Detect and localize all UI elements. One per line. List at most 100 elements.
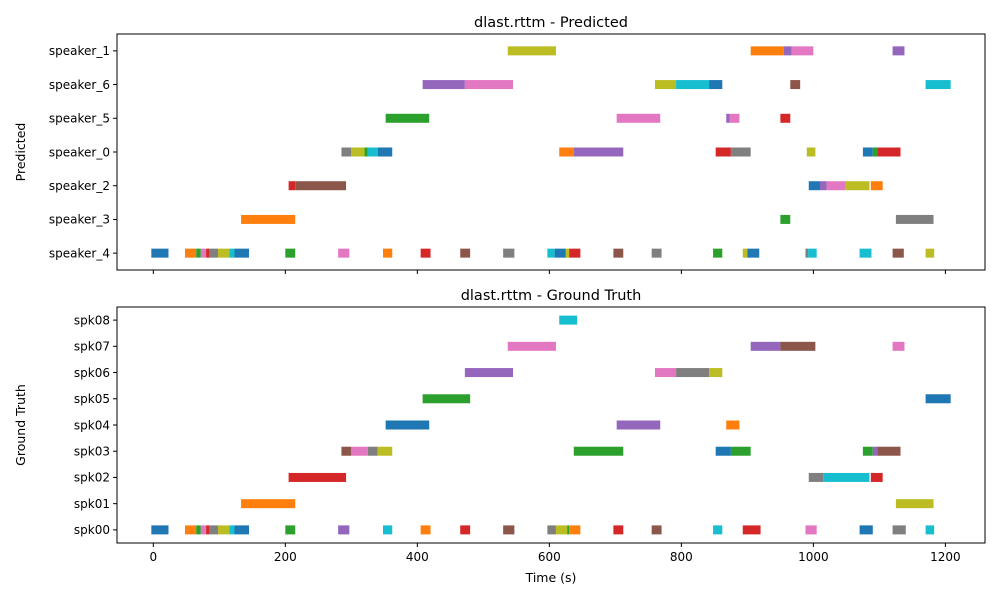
segment-bar <box>859 248 872 258</box>
segment-bar <box>464 368 514 378</box>
segment-bar <box>676 80 710 90</box>
y-tick-label: speaker_5 <box>49 112 110 126</box>
segment-bar <box>507 341 556 351</box>
segment-bar <box>420 525 431 535</box>
segment-bar <box>503 248 515 258</box>
segment-bar <box>229 248 235 258</box>
segment-bar <box>503 525 515 535</box>
segment-bar <box>616 113 661 123</box>
segment-bar <box>569 248 581 258</box>
segment-bar <box>196 525 201 535</box>
segment-bar <box>377 147 393 157</box>
chart-title: dlast.rttm - Ground Truth <box>461 288 642 304</box>
y-tick-label: speaker_1 <box>49 44 110 58</box>
segment-bar <box>654 80 677 90</box>
segment-bar <box>859 525 873 535</box>
y-tick-label: spk02 <box>74 471 110 485</box>
segment-bar <box>569 525 581 535</box>
y-tick-label: spk00 <box>74 523 110 537</box>
predicted-panel: speaker_1 speaker_6 speaker_5 speaker_0spea… <box>13 15 986 274</box>
segment-bar <box>573 446 624 456</box>
segment-bar <box>184 248 197 258</box>
segment-bar <box>234 525 250 535</box>
segment-bar <box>383 248 393 258</box>
y-tick-label: speaker_4 <box>49 246 110 260</box>
segment-bar <box>241 499 296 509</box>
segment-bar <box>547 248 555 258</box>
segment-bar <box>616 420 661 430</box>
segment-bar <box>709 368 723 378</box>
segment-bar <box>808 248 817 258</box>
segment-bar <box>783 46 792 56</box>
chart-title: dlast.rttm - Predicted <box>474 15 628 31</box>
segment-bar <box>613 525 624 535</box>
x-tick-label: 600 <box>538 550 561 564</box>
segment-bar <box>925 80 951 90</box>
segment-bar <box>196 248 201 258</box>
segment-bar <box>241 214 296 224</box>
segment-bar <box>805 248 809 258</box>
segment-bar <box>925 248 935 258</box>
segment-bar <box>295 181 347 191</box>
segment-bar <box>870 181 883 191</box>
segment-bar <box>654 368 677 378</box>
y-axis-title: Predicted <box>13 123 28 182</box>
y-tick-label: speaker_0 <box>49 145 110 159</box>
segment-bar <box>715 147 731 157</box>
segment-bar <box>206 525 210 535</box>
x-tick-label: 400 <box>406 550 429 564</box>
segment-bar <box>420 248 431 258</box>
segment-bar <box>877 446 901 456</box>
segment-bar <box>377 446 393 456</box>
segment-bar <box>808 181 820 191</box>
y-tick-label: speaker_3 <box>49 213 110 227</box>
segment-bar <box>367 147 378 157</box>
segment-bar <box>217 248 230 258</box>
segment-bar <box>383 525 393 535</box>
segment-bar <box>805 525 817 535</box>
segment-bar <box>750 341 781 351</box>
segment-bar <box>464 80 514 90</box>
segment-bar <box>573 147 624 157</box>
ground-truth-panel: spk08 spk07 spk06 spk05 spk04 spk03 spk02 spk01… <box>13 288 986 585</box>
segment-bar <box>925 525 935 535</box>
segment-bar <box>895 499 934 509</box>
segment-bar <box>234 248 250 258</box>
segment-bar <box>288 181 296 191</box>
segment-bar <box>555 525 568 535</box>
segment-bar <box>895 214 934 224</box>
segment-bar <box>892 341 905 351</box>
segment-bar <box>184 525 197 535</box>
segment-bar <box>351 147 365 157</box>
x-tick-label: 200 <box>274 550 297 564</box>
segment-bar <box>823 472 870 482</box>
segment-bar <box>288 472 347 482</box>
segment-bar <box>285 248 296 258</box>
segment-bar <box>925 394 951 404</box>
segment-bar <box>806 147 816 157</box>
segment-bar <box>217 525 230 535</box>
segment-bar <box>422 394 471 404</box>
segment-bar <box>341 147 352 157</box>
y-tick-label: spk01 <box>74 497 110 511</box>
x-tick-label: 800 <box>670 550 693 564</box>
y-tick-label: speaker_2 <box>49 179 110 193</box>
segment-bar <box>285 525 296 535</box>
segment-bar <box>151 525 169 535</box>
segment-bar <box>892 525 906 535</box>
segment-bar <box>780 214 791 224</box>
x-tick-label: 1000 <box>798 550 829 564</box>
segment-bar <box>151 248 169 258</box>
segment-bar <box>567 525 570 535</box>
segment-bar <box>422 80 465 90</box>
y-tick-label: spk04 <box>74 418 110 432</box>
y-tick-label: spk07 <box>74 340 110 354</box>
segment-bar <box>730 446 751 456</box>
segment-bar <box>715 446 731 456</box>
segment-bar <box>209 248 218 258</box>
segment-bar <box>709 80 723 90</box>
x-axis-title: Time (s) <box>525 570 577 585</box>
segment-bar <box>892 248 904 258</box>
segment-bar <box>209 525 218 535</box>
